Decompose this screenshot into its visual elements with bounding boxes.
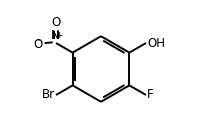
Text: F: F [147,88,154,101]
Text: N: N [51,29,60,42]
Text: O: O [52,16,61,29]
Text: Br: Br [42,88,55,101]
Text: OH: OH [147,37,165,50]
Text: O: O [33,38,42,51]
Text: ⁻: ⁻ [37,38,42,48]
Text: +: + [55,31,62,40]
